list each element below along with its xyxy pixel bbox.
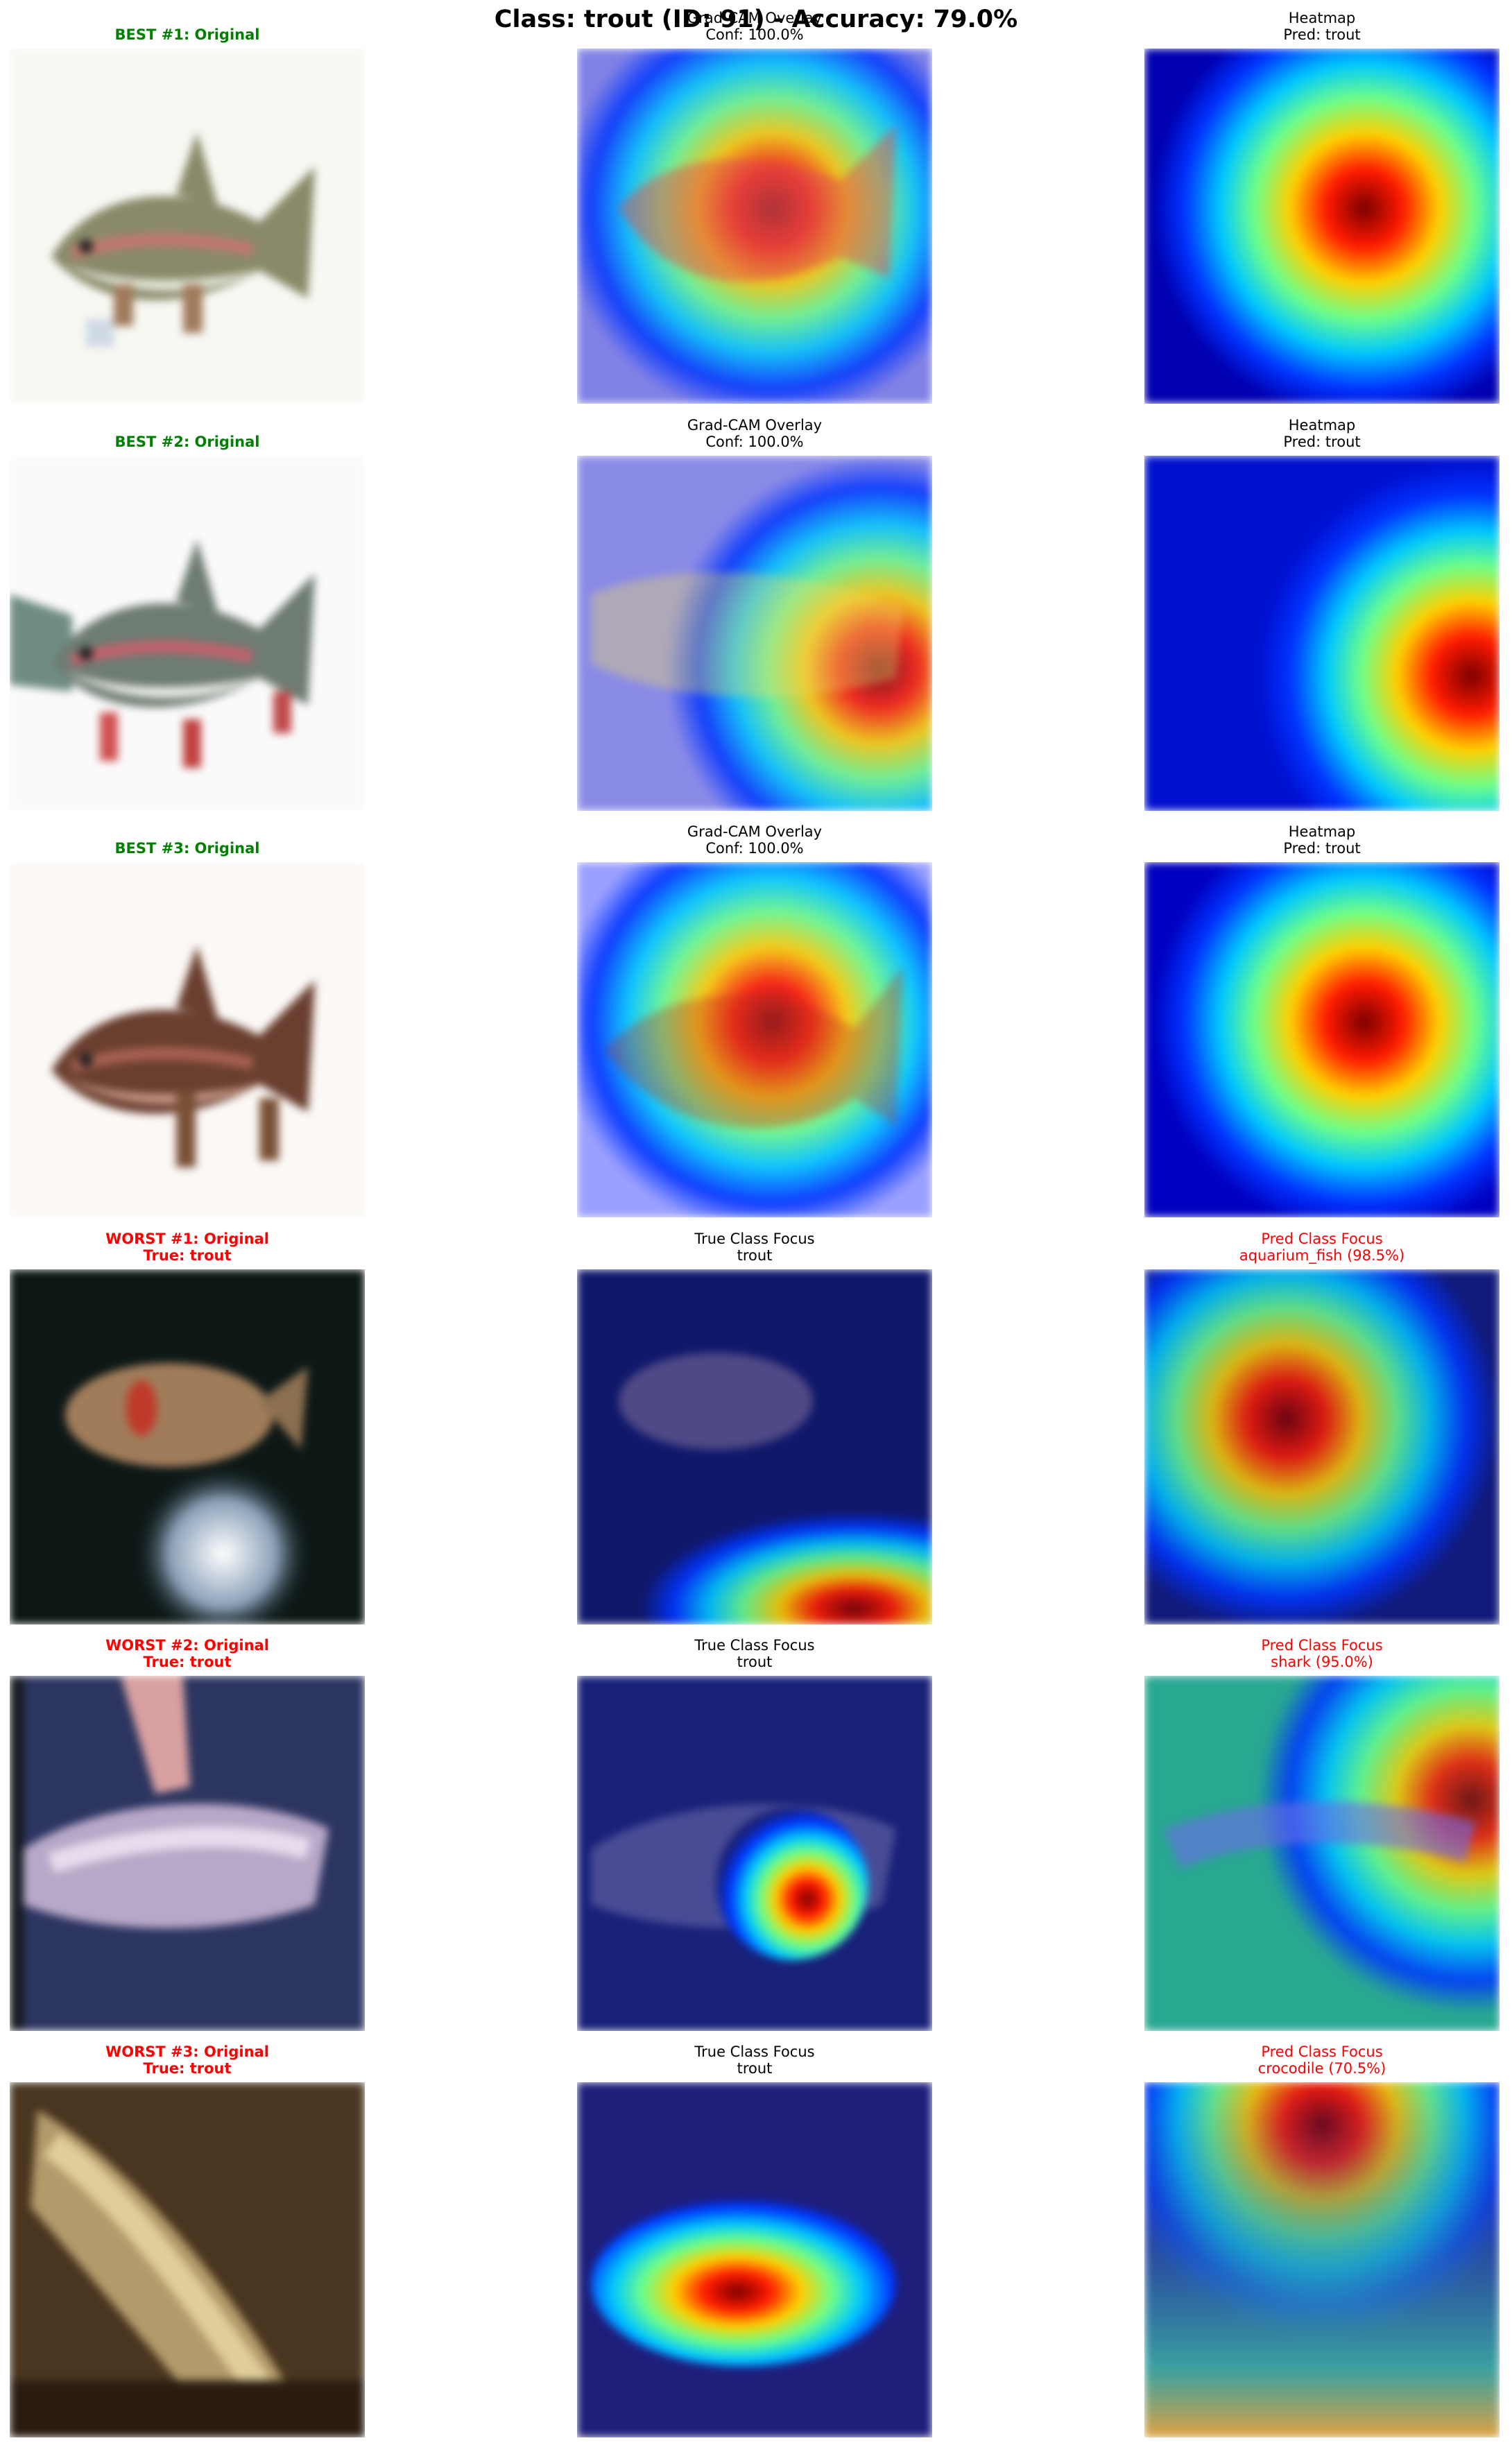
gradcam-image xyxy=(1144,1676,1500,2031)
original-image xyxy=(10,1676,365,2031)
gradcam-image xyxy=(577,1676,932,2031)
panel-title: Heatmap Pred: trout xyxy=(1283,10,1361,43)
panel-title: Heatmap Pred: trout xyxy=(1283,417,1361,450)
original-image xyxy=(10,1269,365,1624)
panel-title: Pred Class Focus shark (95.0%) xyxy=(1261,1637,1383,1670)
panel-title: WORST #3: Original True: trout xyxy=(105,2043,269,2077)
original-image xyxy=(10,2082,365,2437)
original-image xyxy=(10,49,365,404)
panel-title: Pred Class Focus aquarium_fish (98.5%) xyxy=(1239,1231,1405,1264)
panel-title: WORST #2: Original True: trout xyxy=(105,1637,269,1670)
gradcam-image xyxy=(1144,2082,1500,2437)
gradcam-image xyxy=(577,49,932,404)
panel-title: Grad-CAM Overlay Conf: 100.0% xyxy=(687,823,823,857)
gradcam-image xyxy=(577,862,932,1217)
figure-title: Class: trout (ID: 91) - Accuracy: 79.0% xyxy=(494,6,1018,33)
panel-title: Grad-CAM Overlay Conf: 100.0% xyxy=(687,10,823,43)
original-image xyxy=(10,862,365,1217)
panel-title: Heatmap Pred: trout xyxy=(1283,823,1361,857)
original-image xyxy=(10,456,365,811)
gradcam-image xyxy=(1144,862,1500,1217)
gradcam-image xyxy=(577,2082,932,2437)
panel-title: Grad-CAM Overlay Conf: 100.0% xyxy=(687,417,823,450)
panel-title: True Class Focus trout xyxy=(694,2043,815,2077)
panel-title: BEST #3: Original xyxy=(114,840,260,857)
gradcam-image xyxy=(1144,456,1500,811)
panel-title: True Class Focus trout xyxy=(694,1231,815,1264)
gradcam-image xyxy=(577,456,932,811)
panel-title: Pred Class Focus crocodile (70.5%) xyxy=(1257,2043,1386,2077)
panel-title: WORST #1: Original True: trout xyxy=(105,1231,269,1264)
panel-title: BEST #1: Original xyxy=(114,26,260,43)
gradcam-image xyxy=(1144,49,1500,404)
gradcam-image xyxy=(1144,1269,1500,1624)
panel-title: BEST #2: Original xyxy=(114,434,260,450)
panel-title: True Class Focus trout xyxy=(694,1637,815,1670)
gradcam-image xyxy=(577,1269,932,1624)
